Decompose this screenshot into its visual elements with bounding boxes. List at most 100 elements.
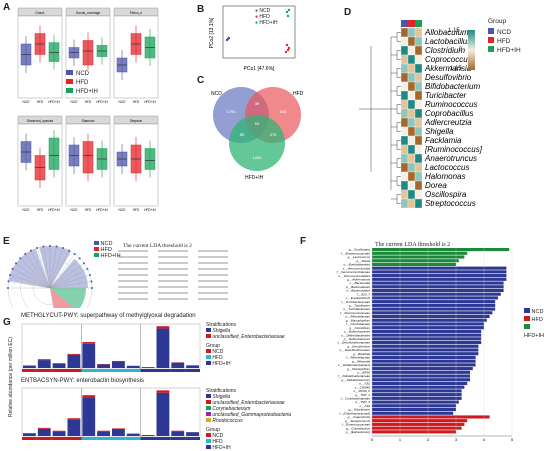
heatmap-legend-ih: HFD+IH bbox=[488, 46, 521, 55]
pathway-bar-segment bbox=[82, 395, 96, 398]
lda-bar bbox=[372, 352, 479, 356]
clade-sector-hfd bbox=[50, 288, 74, 308]
heatmap-scale: 1.15 0 -1.15 bbox=[448, 28, 475, 72]
lda-taxon-label: o__Burkholderiales bbox=[344, 263, 371, 267]
lda-tick-label: 5 bbox=[511, 437, 514, 442]
sample-group-strip bbox=[185, 437, 200, 440]
sample-group-strip bbox=[81, 437, 97, 440]
clade-node bbox=[7, 287, 9, 289]
pcoa-point bbox=[286, 14, 290, 18]
clade-node bbox=[15, 262, 18, 265]
clade-node bbox=[36, 247, 39, 250]
lefse-cladogram bbox=[7, 245, 228, 308]
clade-legend-line bbox=[198, 268, 228, 270]
lda-bar bbox=[372, 318, 487, 322]
genus-label: Halomonas bbox=[425, 172, 465, 181]
panel-label-d: D bbox=[344, 7, 352, 18]
sample-group-strip bbox=[170, 437, 186, 440]
pcoa-point bbox=[286, 48, 290, 52]
lda-bar bbox=[372, 314, 490, 319]
heatmap-cell bbox=[407, 45, 416, 56]
lda-taxon-label: f__Dehalobacteriaceae bbox=[338, 374, 370, 378]
panel-f: F The current LDA threshold is 2 g__Osci… bbox=[300, 228, 550, 451]
panel-b: B PCo1 [47.6%] PCo2 [13.1%] ● NCD ● HFD … bbox=[197, 0, 309, 75]
heatmap-cell bbox=[414, 198, 423, 209]
legend-item-ncd: NCD bbox=[66, 70, 98, 79]
lda-taxon-label: o__RC99_2 bbox=[353, 389, 370, 393]
lda-taxon-label: o__TM7_3 bbox=[355, 400, 370, 404]
pathway-bar-segment bbox=[141, 435, 155, 436]
cladogram-legend: NCD HFD HFD+IH bbox=[94, 241, 121, 259]
pathway-bar-segment bbox=[67, 354, 81, 368]
lda-taxon-label: o__Turicibacterales bbox=[343, 307, 370, 311]
lda-taxon-label: f__Enterococcaceae bbox=[342, 423, 371, 427]
clade-node bbox=[7, 280, 10, 283]
lda-taxon-label: o__Desulfovibrionales bbox=[340, 348, 371, 352]
genus-label: [Ruminococcus] bbox=[424, 145, 483, 154]
pathway-barcharts bbox=[21, 323, 201, 440]
lda-bar bbox=[372, 307, 496, 311]
lda-taxon-label: g__Desulfovibrio bbox=[347, 344, 370, 348]
lda-bar bbox=[372, 266, 507, 270]
x-tick-label: HFD bbox=[37, 100, 44, 104]
sample-group-strip bbox=[36, 369, 52, 372]
lda-taxon-label: g__Oscillospira bbox=[349, 248, 370, 252]
panel-g: G METHGLYCUT-PWY: superpathway of methyl… bbox=[0, 310, 300, 451]
clade-node bbox=[24, 253, 27, 256]
lda-tick-label: 0 bbox=[371, 437, 374, 442]
heatmap-cell bbox=[414, 189, 423, 200]
lda-tick-label: 1 bbox=[399, 437, 402, 442]
lda-bar bbox=[372, 329, 482, 333]
lda-bar bbox=[372, 363, 476, 367]
lda-bar bbox=[372, 419, 468, 423]
lda-taxon-label: c__Bacteroidia bbox=[350, 281, 371, 285]
box bbox=[48, 42, 60, 62]
clade-node bbox=[49, 245, 51, 247]
x-tick-label: HFD bbox=[133, 100, 140, 104]
genus-label: Oscillospira bbox=[425, 190, 467, 199]
lda-bar bbox=[372, 281, 504, 285]
heatmap-cell bbox=[414, 144, 423, 155]
clade-branch bbox=[8, 281, 51, 289]
clade-branch bbox=[10, 274, 51, 289]
heatmap-cell bbox=[414, 54, 423, 65]
clade-node bbox=[42, 245, 45, 248]
heatmap-cell bbox=[400, 153, 409, 164]
clade-node bbox=[68, 249, 71, 252]
heatmap-cell bbox=[414, 72, 423, 83]
heatmap-cell bbox=[407, 162, 416, 173]
clade-sector-ncd bbox=[8, 248, 51, 288]
x-tick-label: HFD bbox=[133, 208, 140, 212]
panel-label-b: B bbox=[197, 4, 205, 15]
lda-taxon-label: c__CW040 bbox=[355, 385, 371, 389]
lda-taxon-label: o__Rikenellaceae bbox=[345, 315, 370, 319]
x-tick-label: HFD+IH bbox=[96, 100, 108, 104]
genus-label: Ruminococcus bbox=[425, 100, 477, 109]
lda-taxon-label: g__Mucispirillum bbox=[347, 367, 370, 371]
pathway-bar-segment bbox=[37, 360, 51, 368]
venn-ncd-hfd: 39 bbox=[255, 101, 260, 106]
heatmap-legend-ncd: NCD bbox=[488, 28, 521, 37]
lda-bar bbox=[372, 430, 456, 434]
genus-label: Coprococcus bbox=[425, 55, 472, 64]
pathway-bar-segment bbox=[37, 427, 51, 429]
heatmap-cell bbox=[414, 117, 423, 128]
heatmap-cell bbox=[400, 99, 409, 110]
x-tick-label: HFD bbox=[85, 208, 92, 212]
clade-branch bbox=[15, 263, 51, 289]
clade-sector-ih bbox=[50, 288, 86, 308]
sample-group-strip bbox=[155, 437, 171, 440]
heatmap-cell bbox=[400, 81, 409, 92]
lda-bar bbox=[372, 255, 465, 259]
clade-branch bbox=[25, 253, 51, 289]
lda-bar bbox=[372, 285, 504, 289]
box bbox=[34, 155, 46, 181]
pathway-bar-segment bbox=[156, 390, 170, 393]
sample-group-strip bbox=[36, 437, 52, 440]
pathway-bar-segment bbox=[141, 367, 155, 368]
heatmap-cell bbox=[414, 108, 423, 119]
x-tick-label: NCD bbox=[119, 100, 127, 104]
heatmap-cell bbox=[400, 180, 409, 191]
lda-bar bbox=[372, 262, 456, 266]
lda-bar bbox=[372, 415, 490, 419]
